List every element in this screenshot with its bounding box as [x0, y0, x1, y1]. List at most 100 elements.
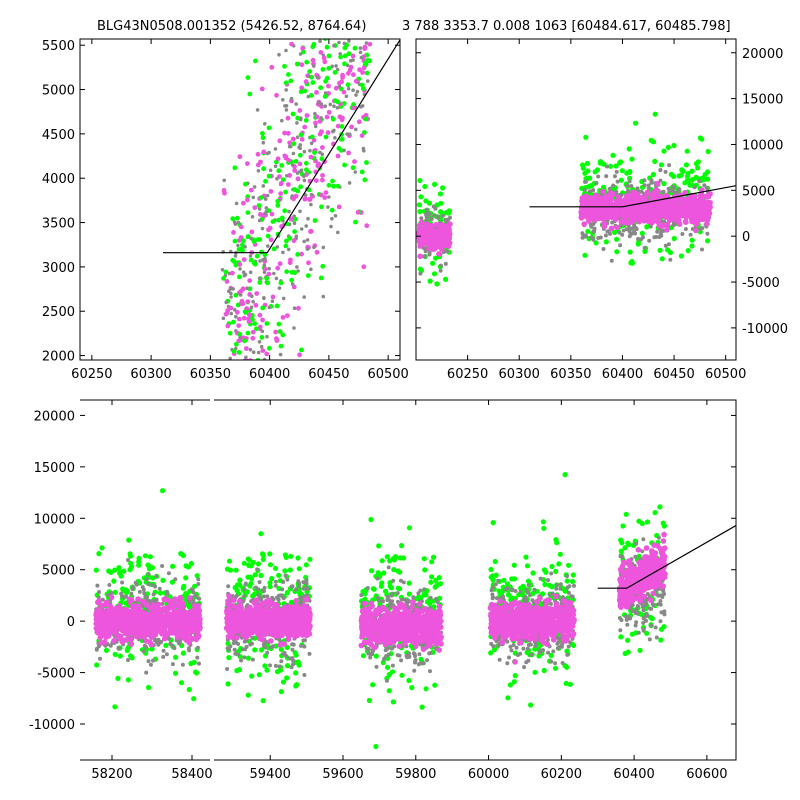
point-magenta [313, 120, 318, 126]
point-grey [294, 102, 299, 106]
point-grey [281, 596, 286, 601]
point-grey [364, 41, 369, 45]
x-tick-label: 60400 [249, 367, 290, 382]
point-grey [257, 276, 262, 281]
point-magenta [608, 225, 615, 232]
point-grey [250, 641, 254, 646]
point-green [627, 249, 633, 255]
point-grey [290, 282, 295, 286]
point-grey [244, 644, 249, 649]
point-magenta [238, 301, 244, 307]
point-grey [298, 595, 303, 600]
point-green [294, 682, 300, 688]
point-grey [292, 306, 297, 311]
point-green [243, 310, 249, 315]
y-tick-label: 10000 [742, 138, 783, 153]
point-magenta [182, 609, 188, 616]
point-green [226, 424, 231, 429]
point-magenta [320, 173, 325, 178]
point-green [292, 270, 298, 275]
point-grey [296, 382, 300, 386]
point-green [661, 148, 667, 154]
point-green [335, 99, 341, 105]
point-grey [160, 564, 165, 568]
point-magenta [125, 636, 132, 642]
point-green [237, 582, 243, 588]
point-magenta [293, 598, 299, 604]
point-magenta [419, 219, 425, 225]
point-grey [250, 657, 255, 662]
point-green [255, 561, 261, 567]
point-green [237, 274, 242, 280]
point-magenta [161, 635, 168, 642]
point-green [335, 183, 341, 189]
point-green [160, 488, 166, 494]
point-green [145, 562, 151, 568]
point-grey [261, 642, 266, 647]
point-green [233, 404, 238, 409]
point-green [245, 692, 251, 698]
point-green [312, 218, 318, 223]
point-green [348, 12, 353, 17]
point-grey [359, 55, 364, 60]
point-green [227, 330, 233, 336]
point-magenta [340, 75, 345, 80]
point-green [243, 181, 248, 187]
point-green [326, 65, 332, 71]
point-grey [236, 243, 240, 248]
point-grey [312, 64, 316, 68]
point-grey [604, 164, 609, 169]
point-green [260, 552, 266, 558]
point-green [276, 168, 282, 174]
point-grey [671, 185, 676, 190]
point-grey [302, 178, 307, 183]
point-grey [265, 193, 270, 198]
point-grey [440, 213, 445, 218]
point-green [352, 8, 357, 13]
point-magenta [127, 629, 134, 635]
point-magenta [174, 624, 180, 631]
point-green [136, 559, 142, 565]
point-green [257, 280, 263, 285]
point-magenta [236, 323, 242, 328]
point-green [249, 673, 255, 679]
point-magenta [260, 348, 266, 353]
point-green [276, 321, 282, 327]
point-green [115, 675, 121, 682]
point-green [147, 554, 153, 560]
point-green [271, 246, 277, 252]
point-magenta [677, 211, 683, 217]
point-grey [624, 227, 629, 232]
point-green [278, 689, 284, 695]
point-magenta [289, 41, 294, 47]
point-magenta [222, 190, 227, 196]
point-grey [291, 642, 296, 647]
point-magenta [105, 633, 112, 639]
point-green [437, 191, 443, 197]
point-grey [334, 64, 338, 68]
point-magenta [326, 109, 332, 115]
point-green [232, 165, 238, 171]
point-grey [292, 221, 297, 225]
point-magenta [669, 207, 675, 214]
point-magenta [302, 124, 308, 130]
point-grey [634, 227, 639, 231]
point-green [298, 89, 304, 95]
point-grey [443, 261, 448, 266]
point-green [298, 184, 303, 190]
point-grey [358, 46, 363, 50]
point-magenta [297, 108, 303, 113]
point-grey [232, 308, 237, 312]
point-magenta [282, 130, 287, 136]
point-green [613, 163, 619, 169]
point-grey [347, 39, 351, 43]
point-grey [353, 170, 358, 174]
point-grey [698, 226, 703, 231]
point-magenta [223, 311, 229, 317]
point-green [310, 80, 316, 85]
point-magenta [593, 193, 599, 200]
point-green [320, 263, 326, 269]
point-grey [299, 643, 303, 648]
point-grey [338, 8, 342, 12]
